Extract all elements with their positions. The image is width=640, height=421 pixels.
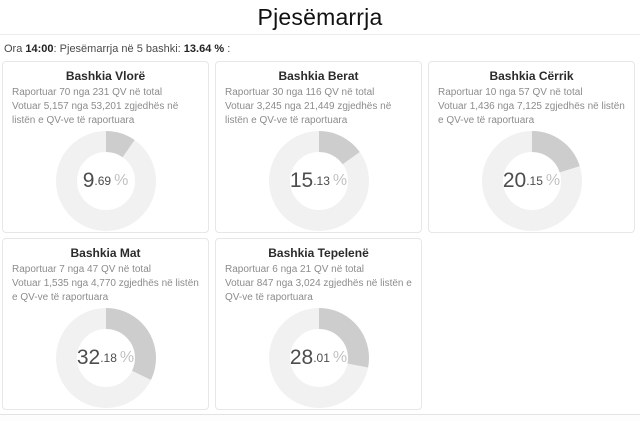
summary-text: : Pjesëmarrja në 5 bashki: [53,43,184,55]
municipality-card: Bashkia Cërrik Raportuar 10 nga 57 QV në … [428,61,635,233]
card-title: Bashkia Berat [278,69,359,83]
page-title: Pjesëmarrja [257,4,383,30]
percent-integer: 28 [289,346,314,369]
card-title: Bashkia Mat [70,246,141,260]
reported-line: Raportuar 6 nga 21 QV në total [225,264,364,275]
municipality-card: Bashkia Vlorë Raportuar 70 nga 231 QV në … [2,61,209,233]
summary-line: Ora 14:00: Pjesëmarrja në 5 bashki: 13.6… [0,35,640,61]
percent-label: 15.13% [269,131,369,231]
donut-chart: 9.69% [55,131,156,231]
percent-sign: % [114,172,129,189]
percent-label: 32.18% [56,308,156,408]
donut-chart: 32.18% [55,308,156,408]
donut-slice [55,308,156,408]
percent-label: 28.01% [269,308,369,408]
donut-chart: 20.15% [481,131,582,231]
donut-chart: 28.01% [268,308,369,408]
summary-value: 13.64 % [183,43,225,55]
percent-decimal: .18 [100,351,117,365]
card-title: Bashkia Tepelenë [268,246,369,260]
donut-slice [268,131,369,231]
cards-grid: Bashkia Vlorë Raportuar 70 nga 231 QV në … [0,61,640,410]
percent-decimal: .01 [313,351,330,365]
percent-decimal: .15 [526,174,543,188]
donut-chart: 15.13% [268,131,369,231]
summary-value: 14:00 [25,43,54,55]
reported-line: Raportuar 30 nga 116 QV në total [225,87,375,98]
percent-label: 9.69% [56,131,156,231]
voted-line: Votuar 1,535 nga 4,770 zgjedhës në listë… [12,278,199,303]
municipality-card: Bashkia Mat Raportuar 7 nga 47 QV në tota… [2,238,209,410]
percent-integer: 32 [76,346,101,369]
percent-decimal: .13 [313,174,330,188]
percent-integer: 9 [82,169,95,192]
card-title: Bashkia Vlorë [65,69,146,83]
bottom-divider [0,414,640,421]
voted-line: Votuar 847 nga 3,024 zgjedhës në listën … [225,278,412,303]
reported-line: Raportuar 7 nga 47 QV në total [12,264,151,275]
summary-text: Ora [4,43,26,55]
summary-text: : [224,43,231,55]
donut-svg [55,131,156,231]
reported-line: Raportuar 70 nga 231 QV në total [12,87,163,98]
donut-slice [481,131,582,231]
percent-sign: % [332,172,348,189]
voted-line: Votuar 3,245 nga 21,449 zgjedhës në list… [225,101,392,126]
reported-line: Raportuar 10 nga 57 QV në total [438,87,583,98]
voted-line: Votuar 5,157 nga 53,201 zgjedhës në list… [12,101,179,126]
donut-slice [268,308,369,408]
page-header: Pjesëmarrja [0,0,640,35]
municipality-card: Bashkia Berat Raportuar 30 nga 116 QV në … [215,61,422,233]
percent-integer: 20 [502,169,527,192]
percent-sign: % [119,349,135,366]
percent-integer: 15 [289,169,314,192]
donut-svg [268,308,369,408]
donut-svg [268,131,369,231]
percent-decimal: .69 [94,174,112,188]
card-title: Bashkia Cërrik [489,69,574,83]
percent-sign: % [332,349,348,366]
voted-line: Votuar 1,436 nga 7,125 zgjedhës në listë… [438,101,625,126]
percent-label: 20.15% [482,131,582,231]
donut-svg [55,308,156,408]
municipality-card: Bashkia Tepelenë Raportuar 6 nga 21 QV në… [215,238,422,410]
donut-slice [55,131,156,231]
donut-svg [481,131,582,231]
percent-sign: % [545,172,561,189]
